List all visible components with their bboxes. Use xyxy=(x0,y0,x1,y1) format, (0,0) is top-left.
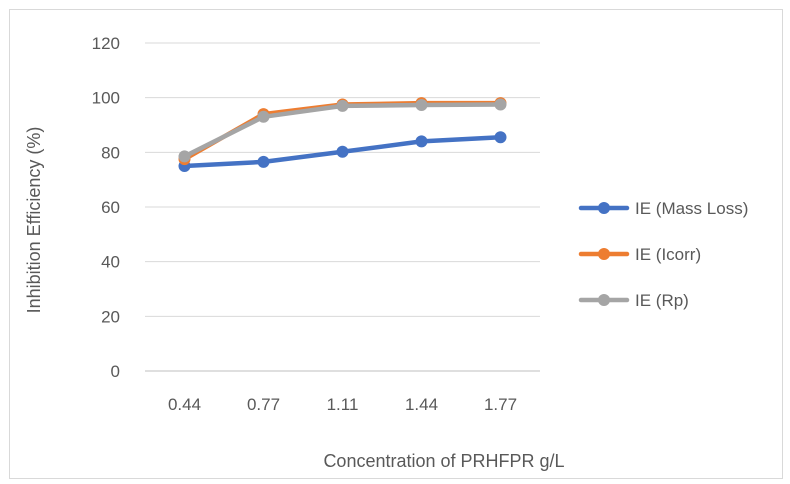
data-point xyxy=(415,135,428,148)
x-tick-label: 1.44 xyxy=(405,395,438,414)
y-tick-label: 100 xyxy=(92,89,120,108)
legend-label: IE (Mass Loss) xyxy=(635,199,748,218)
y-tick-label: 120 xyxy=(92,34,120,53)
x-tick-label: 0.44 xyxy=(168,395,201,414)
x-tick-label: 0.77 xyxy=(247,395,280,414)
series-lines xyxy=(178,97,507,172)
y-tick-label: 80 xyxy=(101,143,120,162)
legend-swatch-marker xyxy=(598,248,610,260)
data-point xyxy=(336,145,349,158)
legend-item: IE (Mass Loss) xyxy=(578,199,748,218)
legend: IE (Mass Loss) IE (Icorr) IE (Rp) xyxy=(578,199,748,310)
legend-item: IE (Icorr) xyxy=(578,245,701,264)
legend-swatch-marker xyxy=(598,294,610,306)
y-tick-label: 60 xyxy=(101,198,120,217)
data-point xyxy=(494,98,507,111)
gridlines xyxy=(145,42,540,372)
x-tick-label: 1.11 xyxy=(327,395,359,414)
data-point xyxy=(178,150,191,163)
chart-frame xyxy=(9,9,783,479)
series-group xyxy=(178,98,507,163)
y-tick-label: 0 xyxy=(111,362,120,381)
data-point xyxy=(257,110,270,123)
x-axis-title: Concentration of PRHFPR g/L xyxy=(323,451,564,471)
y-tick-label: 20 xyxy=(101,307,120,326)
data-point xyxy=(257,155,270,168)
data-point xyxy=(494,131,507,144)
legend-swatch-marker xyxy=(598,202,610,214)
y-axis-title: Inhibition Efficiency (%) xyxy=(24,127,44,314)
y-axis-ticks: 0 20 40 60 80 100 120 xyxy=(92,34,120,381)
legend-label: IE (Rp) xyxy=(635,291,689,310)
series-group xyxy=(178,131,507,172)
legend-label: IE (Icorr) xyxy=(635,245,701,264)
data-point xyxy=(336,99,349,112)
legend-item: IE (Rp) xyxy=(578,291,689,310)
x-tick-label: 1.77 xyxy=(484,395,517,414)
y-tick-label: 40 xyxy=(101,253,120,272)
x-axis-ticks: 0.44 0.77 1.11 1.44 1.77 xyxy=(168,395,517,414)
data-point xyxy=(415,99,428,112)
